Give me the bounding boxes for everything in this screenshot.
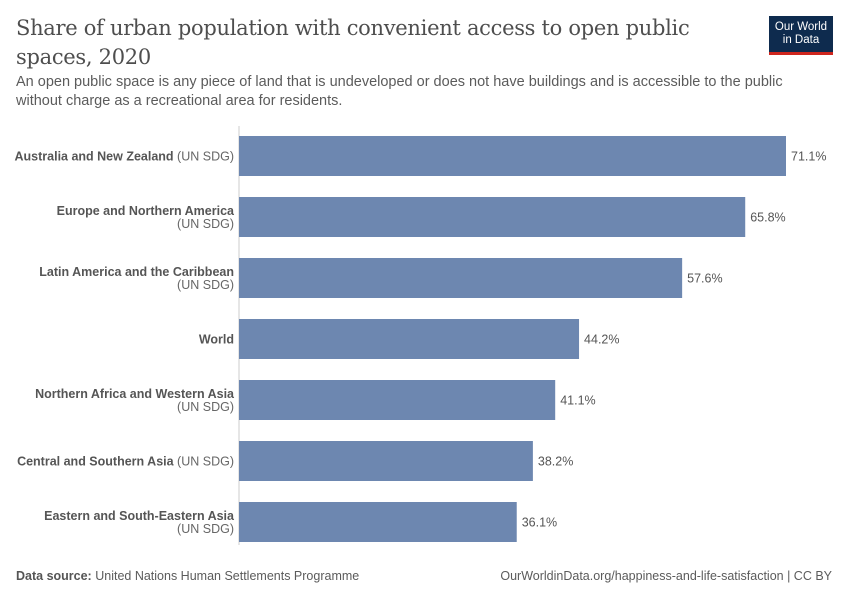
bar: [239, 441, 533, 481]
value-label: 44.2%: [584, 333, 619, 347]
value-label: 38.2%: [538, 455, 573, 469]
value-label: 71.1%: [791, 150, 826, 164]
category-label: Central and Southern Asia (UN SDG): [17, 455, 234, 469]
category-label: Northern Africa and Western Asia: [35, 387, 235, 401]
value-label: 65.8%: [750, 211, 785, 225]
category-label-suffix: (UN SDG): [177, 400, 234, 414]
bar: [239, 136, 786, 176]
logo-text: Our World in Data: [774, 21, 828, 46]
category-label: Latin America and the Caribbean: [39, 265, 234, 279]
data-source: Data source: United Nations Human Settle…: [16, 569, 359, 583]
chart-title: Share of urban population with convenien…: [16, 16, 690, 69]
bar: [239, 502, 517, 542]
bar: [239, 380, 556, 420]
source-url-link[interactable]: OurWorldinData.org/happiness-and-life-sa…: [500, 569, 832, 583]
value-label: 57.6%: [687, 272, 722, 286]
chart-subtitle: An open public space is any piece of lan…: [16, 74, 783, 109]
category-label-suffix: (UN SDG): [177, 278, 234, 292]
source-text: United Nations Human Settlements Program…: [95, 569, 360, 583]
value-label: 41.1%: [560, 394, 595, 408]
bar: [239, 258, 683, 298]
category-label-suffix: (UN SDG): [177, 522, 234, 536]
category-label: Australia and New Zealand (UN SDG): [15, 150, 235, 164]
category-label: World: [199, 333, 234, 347]
source-label: Data source:: [16, 569, 92, 583]
bar: [239, 197, 746, 237]
category-label: Europe and Northern America: [57, 204, 235, 218]
owid-logo[interactable]: Our World in Data: [769, 16, 833, 55]
bar: [239, 319, 580, 359]
category-label: Eastern and South-Eastern Asia: [44, 509, 235, 523]
value-label: 36.1%: [522, 516, 557, 530]
category-label-suffix: (UN SDG): [177, 217, 234, 231]
